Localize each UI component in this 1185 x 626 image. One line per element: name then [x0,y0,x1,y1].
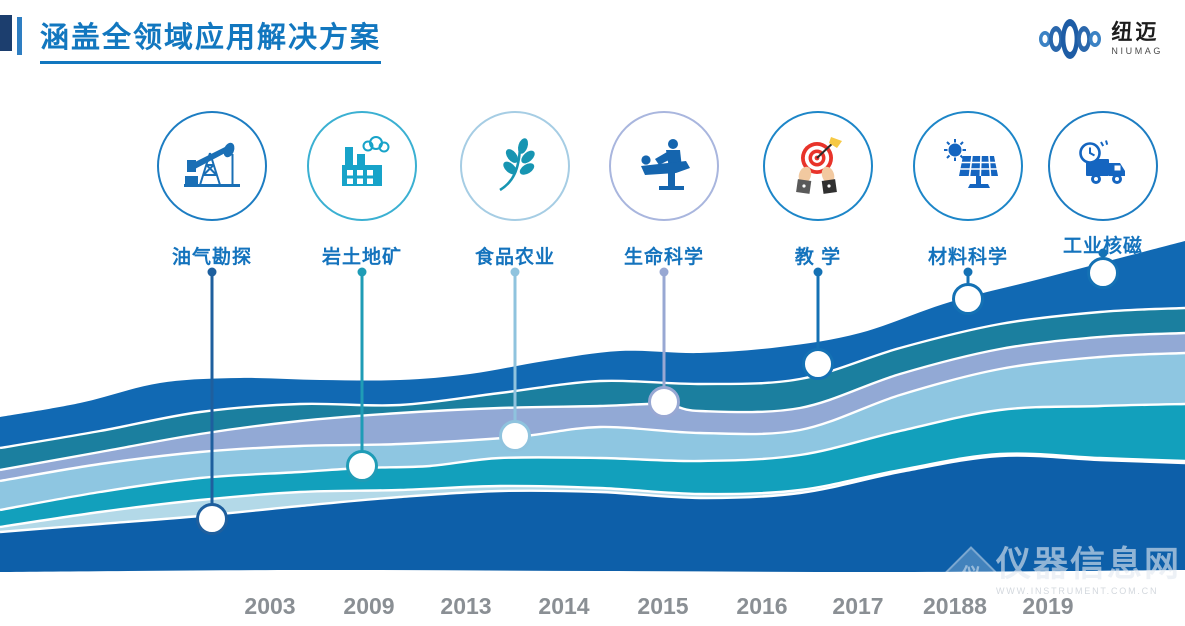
category-icon-circle [460,111,570,221]
area-layer-top-blue [0,241,1185,448]
watermark: 仪 仪器信息网 WWW.INSTRUMENT.COM.CN [944,545,1182,600]
stream-marker [1087,257,1119,289]
watermark-logo-icon: 仪 [944,546,998,600]
category-icon-circle [763,111,873,221]
title-accent-bar-dark [0,15,12,51]
page-title: 涵盖全领域应用解决方案 [40,14,382,64]
stream-marker [346,450,378,482]
leader-dot [207,267,217,277]
category-label: 食品农业 [474,247,555,268]
category-icon-circle [913,111,1023,221]
stream-marker [952,283,984,315]
leader-dot [963,267,973,277]
area-layer-base-blue [0,455,1185,573]
leader-dot [659,267,669,277]
category-label: 工业核磁 [1062,236,1143,257]
layer-separator [0,306,1185,450]
area-layer-teal [0,308,1185,470]
watermark-subtext: WWW.INSTRUMENT.COM.CN [996,585,1159,596]
title-accent-bar-light [17,17,22,55]
category-icon-circle [157,111,267,221]
truck-icon [1079,140,1125,184]
factory-icon [342,136,390,186]
year-tick-label: 20188 [923,593,987,619]
leader-dot [813,267,823,277]
layer-separator [0,351,1185,483]
category-icon-circle [307,111,417,221]
category-label: 生命科学 [623,247,704,268]
niumag-logo-icon [1039,19,1102,59]
category-label: 材料科学 [927,247,1008,268]
year-tick-label: 2014 [538,593,590,619]
category-icon-circle [609,111,719,221]
leader-dot [510,267,520,277]
medical-icon [641,139,690,190]
stream-marker [802,348,834,380]
pumpjack-icon [184,142,240,187]
category-label: 岩土地矿 [321,247,402,268]
niumag-logo: 纽迈 NIUMAG [1037,12,1163,66]
logo-text-cn: 纽迈 [1111,21,1160,44]
layer-separator [0,331,1185,472]
stream-marker [648,386,680,418]
solar-icon [944,139,998,188]
layer-separator [0,452,1185,529]
layer-separator [0,402,1185,512]
year-tick-label: 2016 [736,593,788,619]
plant-icon [499,138,535,192]
year-tick-label: 2013 [440,593,492,619]
year-tick-label: 2017 [832,593,884,619]
category-label: 教 学 [794,247,842,268]
year-tick-label: 2009 [343,593,395,619]
watermark-text: 仪器信息网 [996,545,1182,584]
stream-marker [499,420,531,452]
leader-dot [357,267,367,277]
leader-dot [1098,248,1108,258]
year-tick-label: 2015 [637,593,689,619]
area-layer-light-sky [0,353,1185,510]
year-tick-label: 2003 [244,593,296,619]
year-tick-label: 2019 [1022,593,1074,619]
stream-marker [196,503,228,535]
logo-text-en: NIUMAG [1111,46,1163,56]
category-label: 油气勘探 [171,247,252,268]
target-icon [796,137,842,194]
category-icon-circle [1048,111,1158,221]
